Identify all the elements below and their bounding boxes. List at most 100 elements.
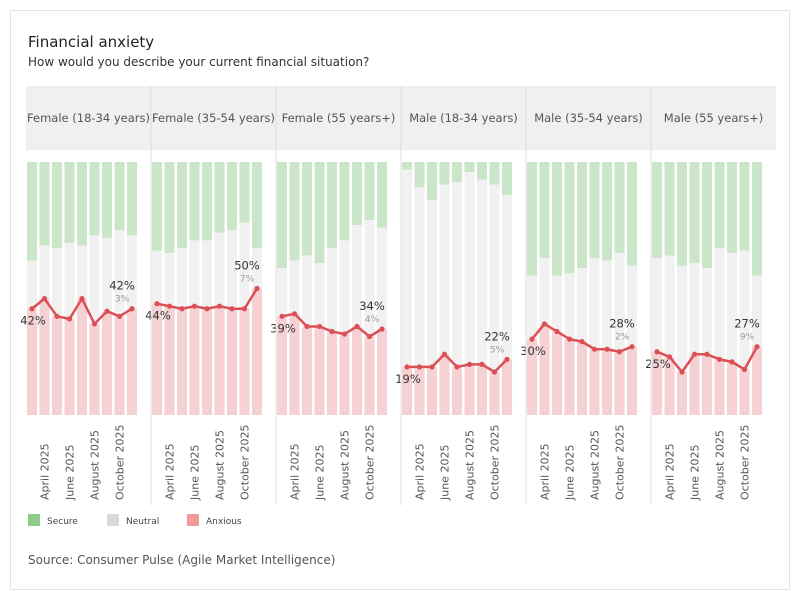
panel-4-x-tick-label: August 2025 xyxy=(464,430,477,500)
panel-4-bar-anxious xyxy=(477,364,487,415)
panel-4-anxious-point xyxy=(504,356,510,362)
panel-3-anxious-point xyxy=(354,323,360,330)
panel-5-bar-neutral xyxy=(539,258,550,324)
panel-6-x-tick-label: August 2025 xyxy=(714,430,727,500)
panel-6-anxious-point xyxy=(691,351,698,357)
panel-3-bar-neutral xyxy=(277,268,287,317)
panel-1-bar-secure xyxy=(52,162,62,249)
panel-6-bar-anxious xyxy=(652,351,662,415)
panel-3-bar-anxious xyxy=(302,326,312,415)
panel-6-anxious-point xyxy=(654,349,660,355)
panel-3-anxious-point xyxy=(379,326,385,332)
panel-1-bar-anxious xyxy=(114,316,125,415)
panel-2-bar-secure xyxy=(252,162,262,249)
panel-2-bar-anxious xyxy=(239,308,250,415)
panel-1-bar-anxious xyxy=(102,311,112,415)
panel-6-bar-neutral xyxy=(714,248,725,360)
panel-4-x-tick-label: October 2025 xyxy=(489,424,502,500)
panel-4-anxious-point xyxy=(404,364,410,370)
panel-3-bar-neutral xyxy=(364,220,375,337)
panel-3-anxious-point xyxy=(366,333,373,340)
panel-5-bar-neutral xyxy=(627,265,637,347)
source-note: Source: Consumer Pulse (Agile Market Int… xyxy=(28,553,336,567)
panel-1-bar-neutral xyxy=(39,245,50,299)
panel-4-bar-anxious xyxy=(402,366,412,415)
legend-swatch-anxious xyxy=(187,514,199,526)
panel-1-bar-neutral xyxy=(27,260,37,309)
panel-5-bar-secure xyxy=(577,162,587,269)
panel-6-anxious-point xyxy=(704,351,710,357)
panel-2-anxious-point xyxy=(191,303,198,309)
panel-1-x-tick-label: October 2025 xyxy=(114,424,127,500)
legend-label-neutral: Neutral xyxy=(126,517,159,527)
panel-1-anxious-point xyxy=(104,308,110,314)
panel-2-bar-secure xyxy=(152,162,162,251)
panel-4-bar-anxious xyxy=(439,354,450,415)
panel-2-bar-secure xyxy=(227,162,237,231)
panel-1-x-tick-label: August 2025 xyxy=(89,430,102,500)
panel-3-anxious-point xyxy=(304,323,310,330)
panel-1-bar-neutral xyxy=(102,237,112,312)
panel-2-title: Female (35-54 years) xyxy=(152,111,275,125)
panel-5-x-tick-label: April 2025 xyxy=(539,443,552,500)
panel-2-x-tick-label: June 2025 xyxy=(189,445,202,501)
panel-5-bar-neutral xyxy=(614,253,625,352)
panel-4-bar-neutral xyxy=(439,184,450,355)
panel-5-last-label: 28% xyxy=(609,317,635,331)
panel-5-bar-anxious xyxy=(602,349,612,415)
panel-1-anxious-point xyxy=(29,306,35,312)
panel-5-anxious-point xyxy=(541,321,548,327)
panel-3-bar-anxious xyxy=(314,326,325,415)
panel-6-bar-secure xyxy=(652,162,662,259)
panel-1-bar-neutral xyxy=(127,235,137,309)
panel-4-bar-neutral xyxy=(477,179,487,365)
panel-3-anxious-point xyxy=(291,311,298,317)
panel-6-bar-anxious xyxy=(727,361,737,415)
panel-6-bar-secure xyxy=(739,162,750,251)
panel-2-bar-anxious xyxy=(202,308,212,415)
panel-2-bar-neutral xyxy=(152,250,162,304)
panel-1-anxious-point xyxy=(66,316,73,322)
panel-6-bar-neutral xyxy=(677,265,687,372)
panel-5-bar-neutral xyxy=(527,275,537,340)
panel-6-x-tick-label: October 2025 xyxy=(739,424,752,500)
panel-4-bar-secure xyxy=(414,162,425,188)
panel-4-first-label: 19% xyxy=(395,372,421,386)
panel-2-bar-anxious xyxy=(152,303,162,415)
panel-1-bar-anxious xyxy=(64,318,75,415)
panel-5-bar-secure xyxy=(602,162,612,261)
panel-5-bar-anxious xyxy=(577,341,587,415)
panel-4-bar-secure xyxy=(502,162,512,195)
panel-3-first-label: 39% xyxy=(270,321,296,335)
panel-3-bar-secure xyxy=(352,162,362,226)
panel-1-x-tick-label: June 2025 xyxy=(64,445,77,501)
panel-1-bar-anxious xyxy=(89,323,100,415)
panel-6-anxious-point xyxy=(754,344,760,350)
panel-1-bar-secure xyxy=(114,162,125,231)
panel-5-bar-secure xyxy=(539,162,550,259)
panel-4-bar-anxious xyxy=(427,366,437,415)
panel-2-anxious-point xyxy=(166,303,173,309)
panel-3-bar-anxious xyxy=(327,331,337,415)
panel-5-anxious-point xyxy=(529,336,535,342)
legend-label-secure: Secure xyxy=(47,517,78,527)
panel-6-bar-anxious xyxy=(739,369,750,415)
panel-5-bar-anxious xyxy=(589,349,600,415)
panel-2-anxious-point xyxy=(241,306,248,312)
panel-6-bar-secure xyxy=(689,162,700,264)
legend-label-anxious: Anxious xyxy=(206,517,242,527)
panel-1-bar-anxious xyxy=(39,298,50,415)
panel-2-bar-anxious xyxy=(252,288,262,415)
panel-6-bar-anxious xyxy=(677,371,687,415)
panel-2-bar-anxious xyxy=(214,306,225,415)
panel-5-last-change: 2% xyxy=(615,333,630,343)
legend-swatch-secure xyxy=(28,514,40,526)
panel-1-first-label: 42% xyxy=(20,314,46,328)
panel-1-anxious-point xyxy=(54,313,60,319)
panel-6-anxious-point xyxy=(716,356,723,362)
panel-5-bar-secure xyxy=(614,162,625,254)
panel-6-last-label: 27% xyxy=(734,317,760,331)
panel-3-bar-neutral xyxy=(377,227,387,329)
panel-2-anxious-point xyxy=(204,306,210,312)
panel-4-bar-neutral xyxy=(414,187,425,367)
